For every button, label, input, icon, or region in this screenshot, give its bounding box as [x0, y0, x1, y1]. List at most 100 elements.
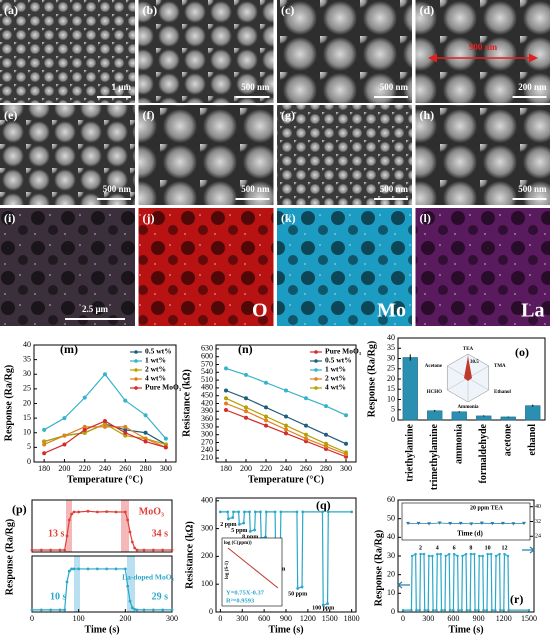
data-point [279, 510, 283, 514]
y-tick-label: 210 [201, 453, 213, 462]
data-point [224, 396, 228, 401]
data-point [42, 442, 47, 447]
gas-out-band [127, 556, 135, 612]
panel-label: (n) [238, 342, 253, 356]
data-point [436, 552, 439, 556]
data-point [324, 432, 328, 437]
data-point [143, 436, 148, 441]
radar-label: Acetone [425, 364, 443, 369]
x-tick-label: 220 [260, 464, 272, 473]
data-point [151, 608, 155, 612]
data-point [63, 608, 67, 612]
data-point [527, 608, 531, 612]
y-tick-label: 25 [387, 364, 395, 373]
data-point [296, 586, 300, 590]
scale-label: 2.5 μm [82, 304, 109, 314]
inset-x-label: Time (d) [457, 530, 483, 538]
legend-label: 2 wt% [145, 365, 166, 374]
sem-image [415, 0, 550, 103]
data-point [461, 554, 464, 558]
x-tick-label: 100 [73, 614, 85, 623]
data-point [301, 510, 305, 514]
element-label: La [521, 300, 544, 322]
data-point [143, 413, 148, 418]
x-tick-label: 200 [240, 464, 252, 473]
plot-frame [31, 499, 173, 553]
y-axis-label: Resistance (kΩ) [184, 521, 195, 589]
y-tick-label: 400 [201, 496, 213, 505]
data-point [224, 408, 228, 412]
data-point [414, 552, 417, 556]
y-tick-label: 5 [27, 442, 31, 451]
x-axis-label: Temperature (°C) [67, 474, 143, 485]
inset-point [448, 522, 453, 526]
data-point [170, 548, 174, 552]
x-tick-label: 260 [300, 464, 312, 473]
y-tick-label: 330 [201, 422, 213, 431]
data-point [473, 608, 477, 612]
eds-texture [415, 208, 550, 326]
legend-marker [314, 386, 318, 390]
data-point [456, 554, 459, 558]
x-tick-label: acetone [503, 423, 514, 456]
data-point [163, 436, 168, 441]
y-tick-label: 450 [201, 391, 213, 400]
sem-image [415, 105, 550, 205]
legend-marker [314, 368, 318, 372]
data-point [72, 510, 76, 514]
data-point [70, 512, 74, 516]
y-tick-label: 570 [201, 359, 213, 368]
panel-label: (b) [143, 3, 158, 17]
data-point [264, 535, 267, 539]
data-point [244, 396, 248, 401]
sem-image [277, 0, 412, 103]
data-point [464, 552, 468, 556]
legend-label: 1 wt% [145, 356, 166, 365]
data-point [103, 419, 107, 424]
x-tick-label: ammonia [454, 424, 465, 464]
concentration-label: 100 ppm [312, 605, 334, 611]
x-tick-label: 300 [236, 614, 248, 623]
plot-frame [31, 555, 173, 613]
y-tick-label: 630 [201, 344, 213, 353]
legend-label: 1 wt% [325, 365, 346, 374]
data-point [350, 510, 354, 514]
data-point [126, 584, 130, 588]
sem-image [0, 0, 135, 103]
inset-point [416, 521, 421, 526]
data-point [151, 548, 155, 552]
concentration-label: 5 ppm [231, 528, 247, 534]
data-point [264, 510, 268, 514]
y-tick-label: 540 [201, 367, 213, 376]
radar-label: 30.5 [470, 360, 479, 365]
cycle-label: 2 [419, 546, 422, 552]
data-point [502, 608, 505, 612]
legend-label: 2 wt% [325, 374, 346, 383]
x-tick-label: 0 [218, 614, 222, 623]
sem-image [138, 105, 274, 205]
panel-label: (h) [420, 108, 435, 122]
inset-point [406, 521, 410, 526]
panel-label: (o) [515, 345, 529, 359]
recovery-time: 29 s [152, 591, 169, 602]
x-tick-label: 900 [473, 614, 485, 623]
data-point [244, 415, 248, 420]
data-point [419, 552, 422, 556]
legend-label: Pure MoO₃ [325, 347, 362, 356]
x-tick-label: 220 [79, 464, 91, 473]
data-point [105, 567, 109, 571]
data-point [70, 567, 74, 571]
scale-label: 500 nm [518, 184, 547, 194]
scale-label: 1 μm [112, 82, 132, 92]
fit-equation: Y=0.75X-0.37 [226, 589, 265, 596]
data-point [284, 388, 288, 393]
y2-tick-label: 40 [535, 504, 541, 510]
inset-point [458, 521, 463, 526]
data-point [65, 580, 69, 584]
cycle-label: 4 [436, 546, 439, 552]
data-point [468, 608, 472, 612]
panel-label: (l) [420, 211, 431, 225]
data-point [452, 552, 456, 556]
data-point [123, 398, 128, 403]
data-point [243, 510, 246, 514]
